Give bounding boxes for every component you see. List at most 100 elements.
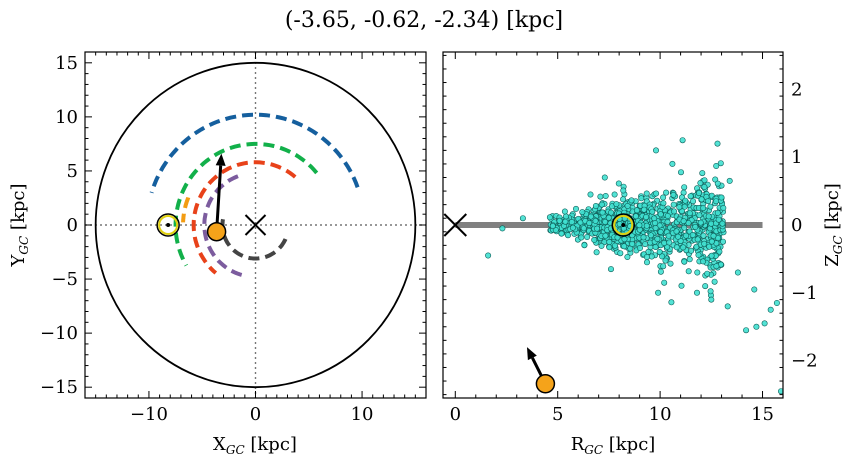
star-point (578, 234, 585, 241)
sun-ring-outer (611, 213, 635, 237)
sun-ring-yellow (613, 215, 634, 235)
star-point (670, 191, 677, 198)
star-point (665, 232, 672, 239)
figure-title: (-3.65, -0.62, -2.34) [kpc] (285, 8, 563, 33)
y-tick-label: −5 (51, 269, 78, 290)
star-point (643, 259, 650, 266)
star-point (714, 140, 721, 147)
star-point (593, 225, 600, 232)
right-ylabel: ZGC [kpc] (822, 183, 845, 267)
star-point (707, 203, 714, 210)
star-point (761, 320, 768, 327)
star-point (647, 232, 654, 239)
star-point (581, 242, 588, 249)
star-point (680, 218, 687, 225)
star-point (662, 257, 669, 264)
star-point (549, 223, 556, 230)
star-point (700, 258, 707, 265)
star-point (598, 201, 605, 208)
star-point (640, 234, 647, 241)
star-point (685, 268, 692, 275)
star-point (598, 242, 605, 249)
star-point (599, 209, 606, 216)
star-point (697, 219, 704, 226)
star-point (707, 288, 714, 295)
star-point (679, 137, 686, 144)
star-point (686, 210, 693, 217)
star-point (663, 189, 670, 196)
star-point (624, 203, 631, 210)
star-point (636, 222, 643, 229)
star-point (628, 197, 635, 204)
spiral-arm (191, 160, 297, 275)
star-point (643, 190, 650, 197)
star-point (683, 232, 690, 239)
star-point (611, 242, 618, 249)
star-point (591, 236, 598, 243)
y-tick-label: 1 (791, 147, 802, 168)
star-point (673, 228, 680, 235)
star-point (558, 230, 565, 237)
object-marker (535, 374, 556, 394)
star-point (641, 206, 648, 213)
left-plot-area (85, 52, 426, 398)
right-plot-area (443, 137, 783, 395)
star-point (718, 194, 725, 201)
star-point (652, 220, 659, 227)
star-point (753, 323, 760, 330)
star-point (562, 213, 569, 220)
star-point (708, 238, 715, 245)
star-point (717, 160, 724, 167)
star-point (673, 244, 680, 251)
star-point (597, 193, 604, 200)
star-point (660, 200, 667, 207)
star-point (688, 247, 695, 254)
star-point (564, 232, 571, 239)
y-tick-label: 2 (791, 79, 802, 100)
star-point (686, 256, 693, 263)
star-point (602, 218, 609, 225)
right-panel-rz: 0 5 10 15 −2 −1 0 1 2 RGC [kpc] ZGC [kpc] (442, 51, 845, 457)
star-point (617, 250, 624, 257)
star-point (685, 220, 692, 227)
x-tick-label: 15 (751, 404, 774, 425)
star-point (705, 213, 712, 220)
star-point (692, 223, 699, 230)
star-point (569, 224, 576, 231)
star-point (714, 180, 721, 187)
star-point (701, 184, 708, 191)
star-point (649, 208, 656, 215)
star-point (660, 194, 667, 201)
star-point (694, 269, 701, 276)
left-panel-xy: −10 0 10 −15 −10 −5 0 5 10 15 XGC [kpc] YGC [kpc] (8, 51, 427, 457)
star-point (700, 205, 707, 212)
star-point (719, 220, 726, 227)
right-axes-frame (442, 51, 784, 399)
sun-dot (621, 223, 626, 227)
star-point (724, 303, 731, 310)
star-point (638, 195, 645, 202)
star-point (681, 184, 688, 191)
star-point (629, 240, 636, 247)
star-point (698, 196, 705, 203)
star-point (701, 240, 708, 247)
star-point (693, 289, 700, 296)
star-point (664, 213, 671, 220)
star-point (580, 225, 587, 232)
star-point (713, 263, 720, 270)
star-point (561, 208, 568, 215)
y-tick-label: −15 (40, 377, 78, 398)
star-point (705, 198, 712, 205)
star-point (743, 327, 750, 334)
star-point (608, 209, 615, 216)
star-point (695, 252, 702, 259)
right-xlabel: RGC [kpc] (571, 434, 656, 457)
star-point (699, 170, 706, 177)
star-point (726, 177, 733, 184)
star-point (773, 299, 780, 306)
spiral-arm (173, 141, 319, 267)
star-point (710, 232, 717, 239)
star-point (546, 214, 553, 221)
star-point (715, 216, 722, 223)
y-tick-label: −2 (791, 351, 818, 372)
